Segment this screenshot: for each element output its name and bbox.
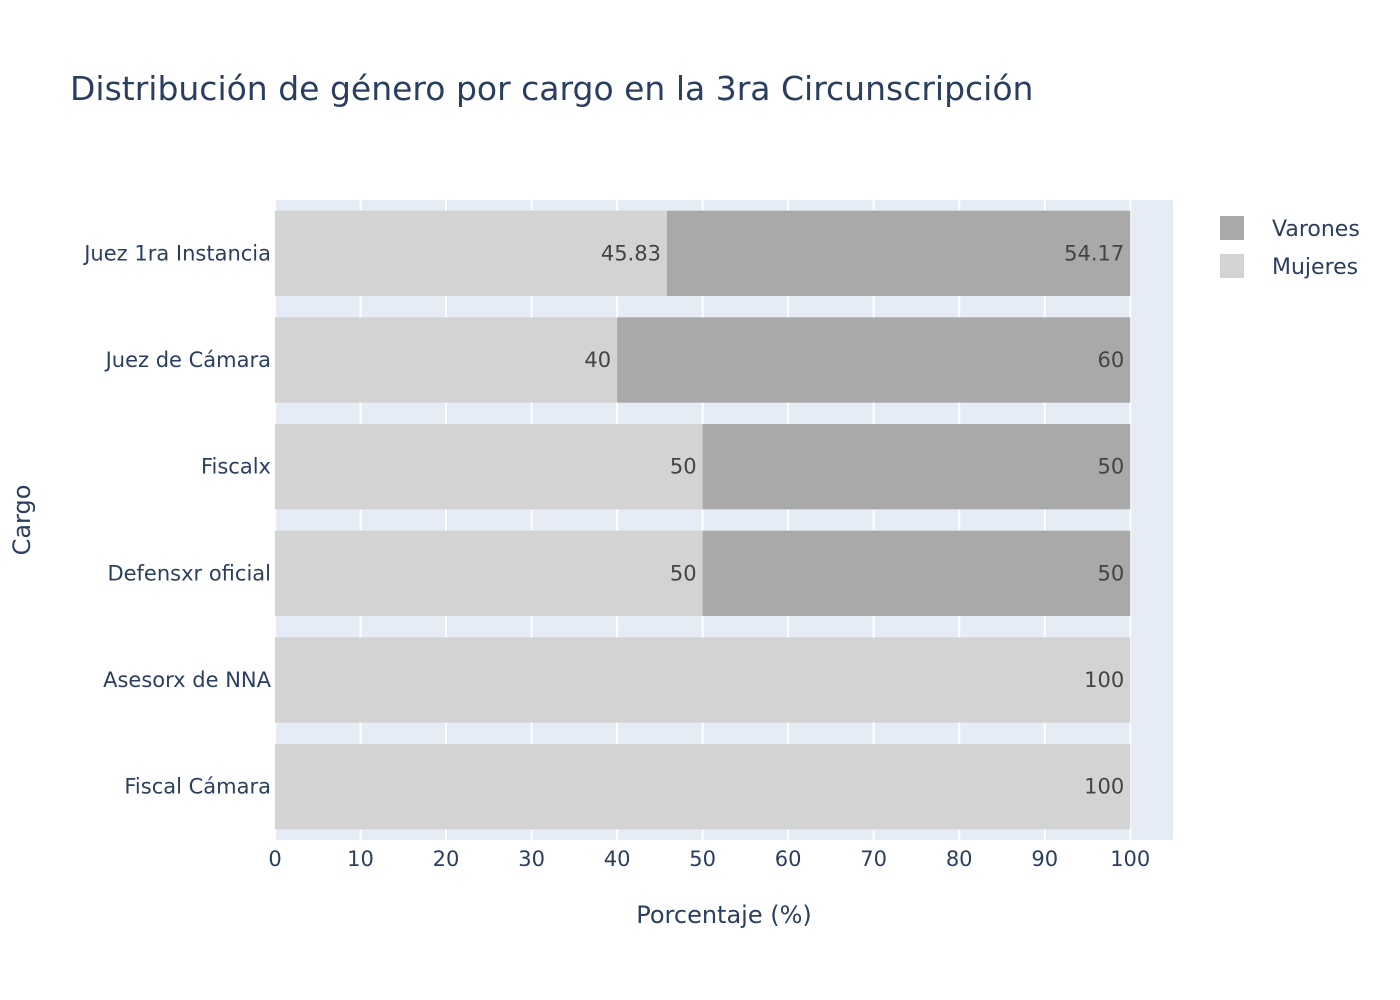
x-tick-label: 50 <box>689 847 716 871</box>
x-tick-label: 10 <box>347 847 374 871</box>
bar-mujeres <box>275 744 1131 830</box>
y-tick-label: Asesorx de NNA <box>103 668 272 692</box>
x-axis-title: Porcentaje (%) <box>636 901 812 929</box>
legend-swatch <box>1220 254 1244 278</box>
x-tick-label: 30 <box>518 847 545 871</box>
y-tick-label: Defensxr oficial <box>107 561 271 585</box>
y-tick-label: Fiscalx <box>201 455 271 479</box>
y-tick-label: Juez 1ra Instancia <box>82 241 271 265</box>
bars <box>275 210 1131 830</box>
bar-value-label: 100 <box>1084 775 1124 799</box>
legend-label: Varones <box>1272 217 1360 242</box>
x-tick-label: 40 <box>604 847 631 871</box>
bar-varones <box>617 317 1131 403</box>
bar-value-label: 50 <box>1098 561 1125 585</box>
x-tick-label: 90 <box>1031 847 1058 871</box>
x-tick-label: 100 <box>1110 847 1150 871</box>
y-tick-label: Juez de Cámara <box>104 348 271 372</box>
legend-swatch <box>1220 216 1244 240</box>
x-tick-label: 20 <box>433 847 460 871</box>
bar-value-label: 54.17 <box>1064 241 1124 265</box>
bar-varones <box>702 424 1131 510</box>
chart-title: Distribución de género por cargo en la 3… <box>70 69 1033 108</box>
bar-value-label: 50 <box>670 561 697 585</box>
bar-value-label: 50 <box>1098 455 1125 479</box>
bar-value-label: 40 <box>584 348 611 372</box>
plot-background <box>275 200 1173 840</box>
bar-mujeres <box>275 424 703 510</box>
bar-value-label: 60 <box>1098 348 1125 372</box>
bar-mujeres <box>275 317 618 403</box>
x-tick-label: 0 <box>268 847 281 871</box>
gridlines <box>274 200 1132 840</box>
x-tick-label: 70 <box>860 847 887 871</box>
x-tick-label: 60 <box>775 847 802 871</box>
bar-value-label: 50 <box>670 455 697 479</box>
bar-mujeres <box>275 210 667 296</box>
legend-label: Mujeres <box>1272 255 1358 280</box>
bar-value-label: 100 <box>1084 668 1124 692</box>
bar-labels: 45.83 54.17 40 60 50 50 50 50 100 100 <box>584 241 1124 798</box>
bar-mujeres <box>275 637 1131 723</box>
legend: Varones Mujeres <box>1220 216 1360 280</box>
y-axis-ticks: Juez 1ra Instancia Juez de Cámara Fiscalx D… <box>82 241 271 798</box>
bar-value-label: 45.83 <box>601 241 661 265</box>
bar-varones <box>702 530 1131 616</box>
x-tick-label: 80 <box>946 847 973 871</box>
bar-mujeres <box>275 530 703 616</box>
bar-varones <box>666 210 1131 296</box>
x-axis-ticks: 0 10 20 30 40 50 60 70 80 90 100 <box>268 847 1150 871</box>
y-tick-label: Fiscal Cámara <box>124 775 271 799</box>
y-axis-title: Cargo <box>8 485 36 556</box>
